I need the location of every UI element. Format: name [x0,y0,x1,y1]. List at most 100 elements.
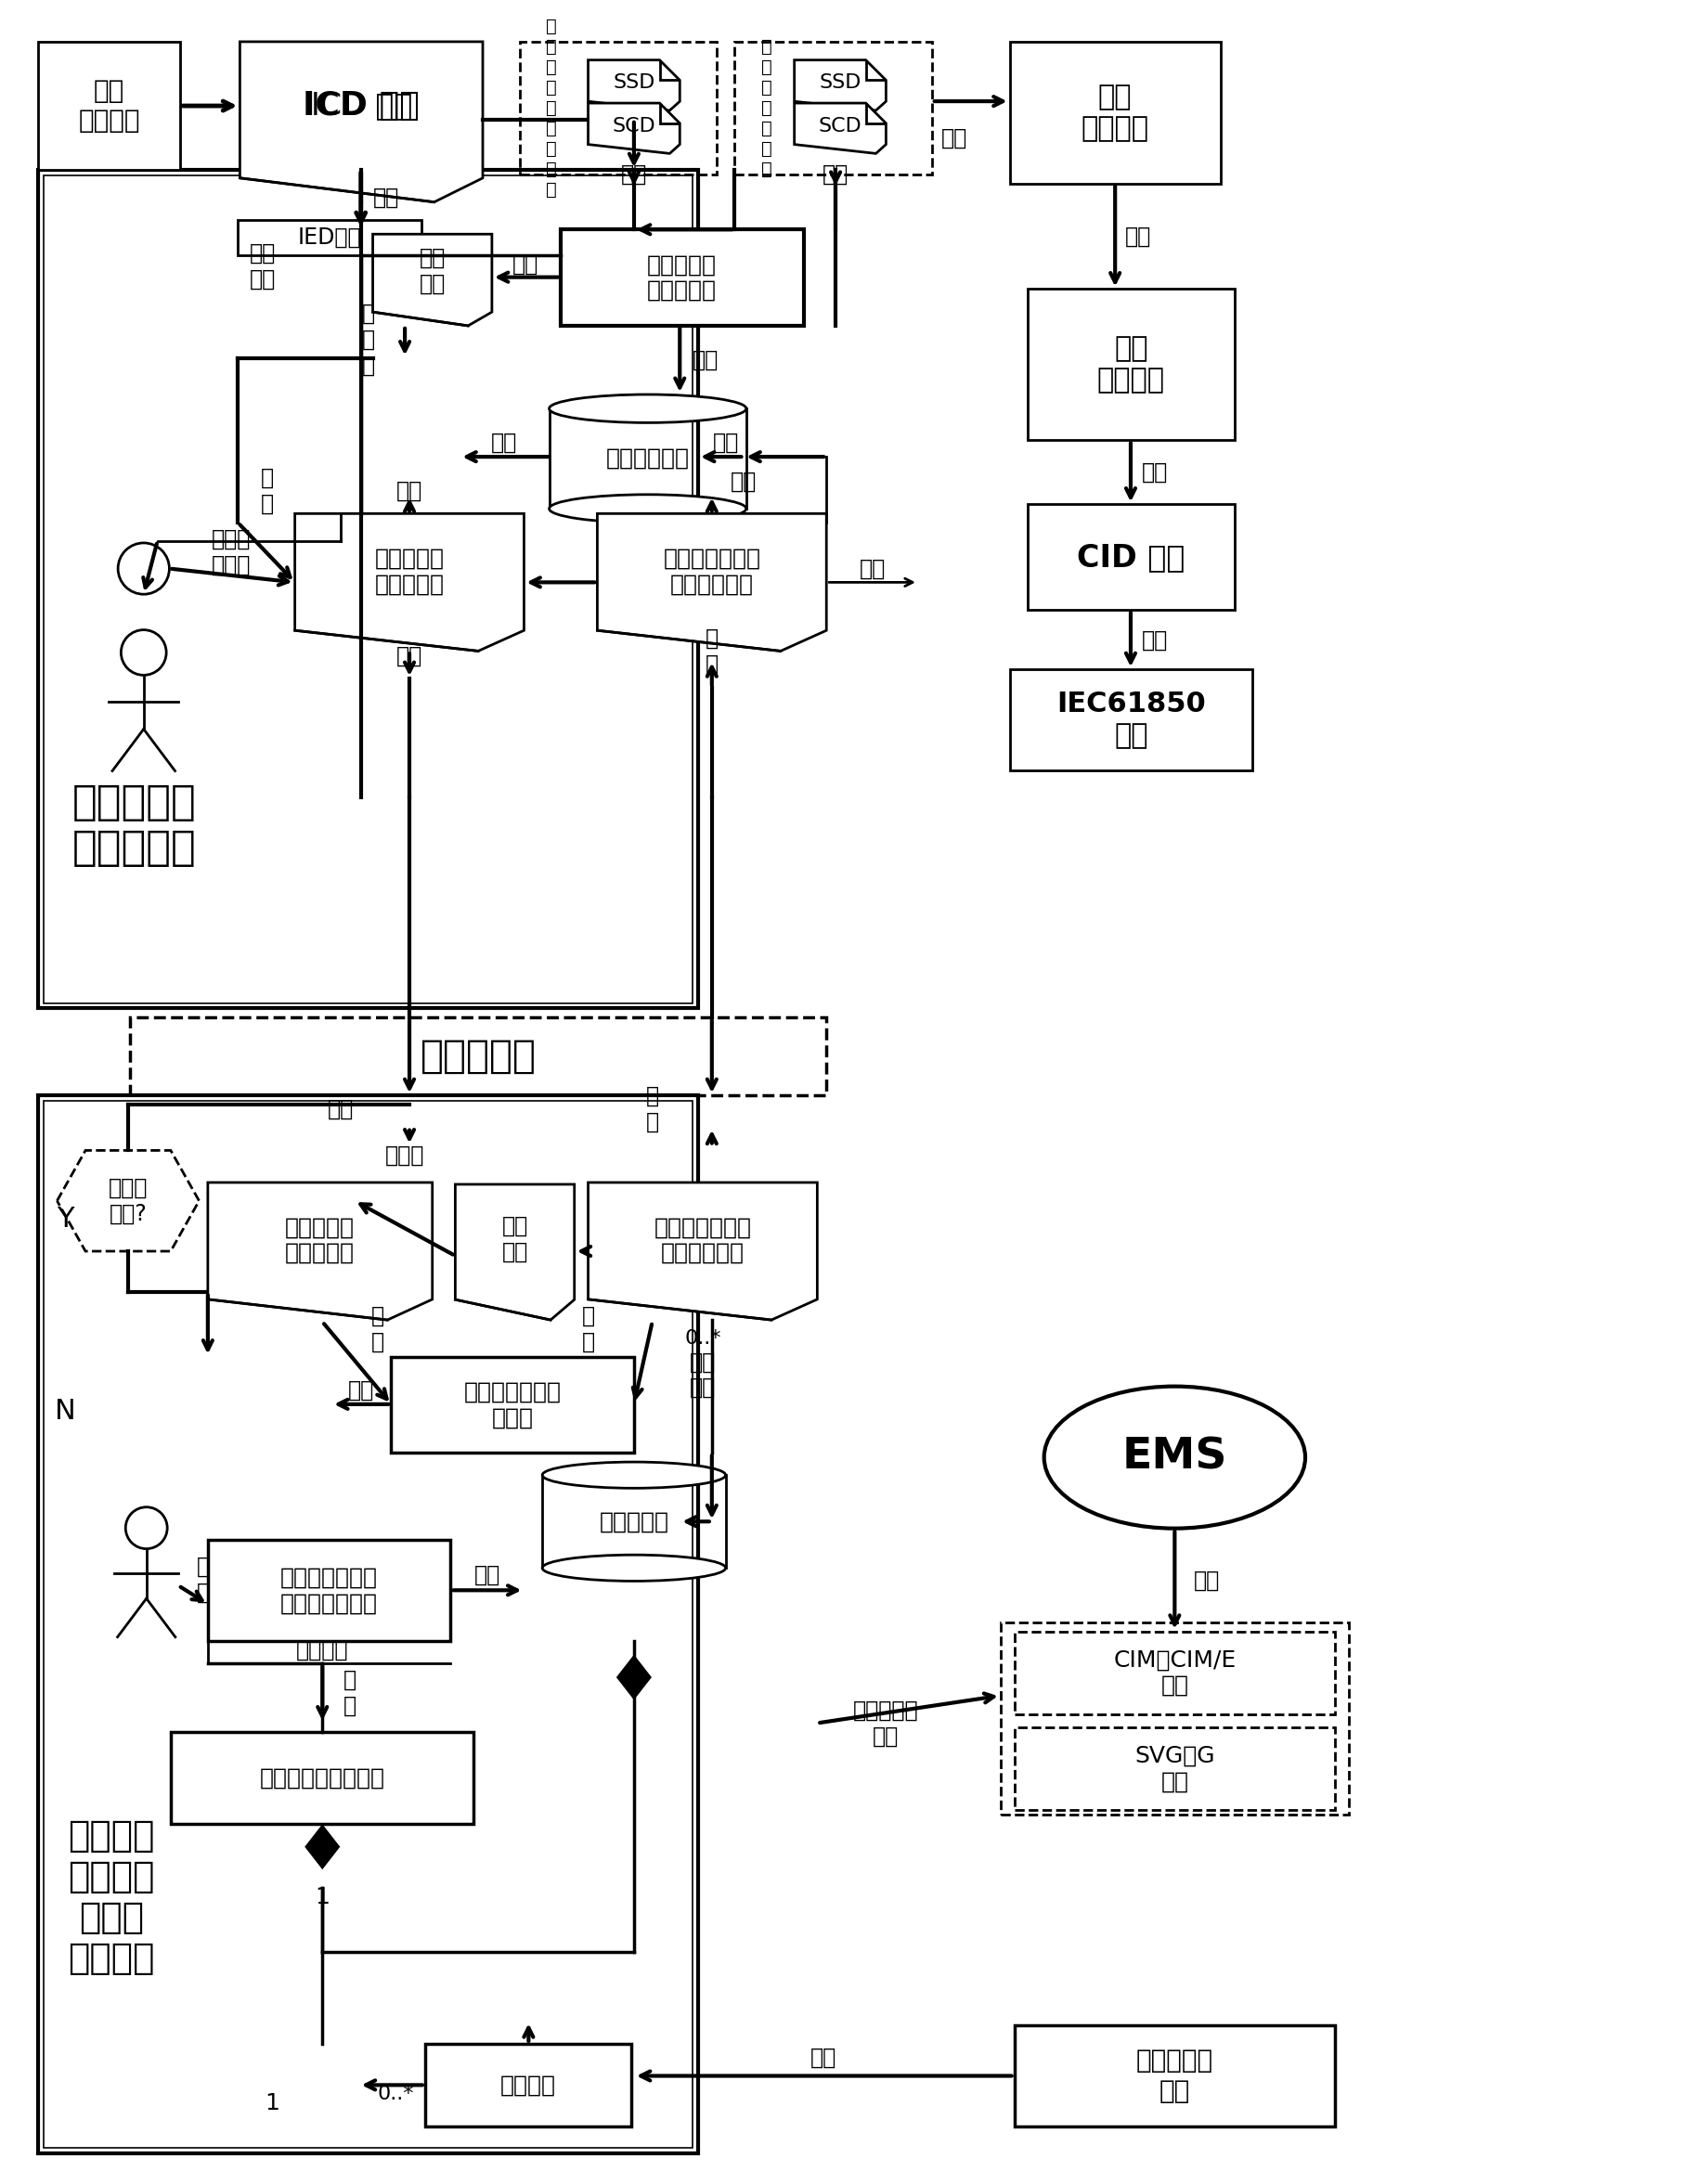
Ellipse shape [542,1461,726,1487]
Text: SCD: SCD [613,116,655,135]
Bar [1010,41,1221,183]
Text: Y: Y [57,1206,74,1232]
Text: SSD: SSD [613,74,655,92]
Text: SVG、G
图形: SVG、G 图形 [1135,1745,1214,1793]
Text: 主站端图模一体
化变电站模型: 主站端图模一体 化变电站模型 [663,548,761,596]
Text: 装置
配置工具: 装置 配置工具 [1098,336,1165,393]
Text: 模型、图形
导出: 模型、图形 导出 [854,1699,919,1747]
Text: 1: 1 [264,2092,280,2114]
Bar [1010,668,1253,771]
Polygon shape [598,513,827,651]
Polygon shape [372,234,492,325]
Text: ICD 文件: ICD 文件 [303,90,419,122]
Text: 调度数据网: 调度数据网 [419,1037,536,1075]
Bar [172,1732,473,1824]
Bar [561,229,803,325]
Text: CIM、CIM/E
模型: CIM、CIM/E 模型 [1113,1649,1236,1697]
Bar [1000,1623,1349,1815]
Polygon shape [207,1182,433,1319]
Text: 发送: 发送 [396,644,423,666]
Bar [1027,288,1234,441]
Text: 读
入: 读 入 [581,1306,594,1354]
Circle shape [118,544,170,594]
Ellipse shape [542,1555,726,1581]
Text: 图模一体化
变电站模型: 图模一体化 变电站模型 [285,1216,354,1265]
Text: 导入: 导入 [1142,629,1167,651]
Text: 读
入: 读 入 [370,1306,384,1354]
Ellipse shape [1044,1387,1305,1529]
Text: 主站图模
一体化电
网模型
管理平台: 主站图模 一体化电 网模型 管理平台 [67,1819,155,1977]
Polygon shape [588,103,680,153]
Text: IED描述: IED描述 [298,227,362,249]
Text: 变电站模型一致
性校验: 变电站模型一致 性校验 [463,1380,561,1428]
Text: 导入: 导入 [712,430,739,454]
Ellipse shape [549,395,746,424]
Ellipse shape [549,494,746,522]
Polygon shape [57,1151,199,1251]
Text: SSD: SSD [818,74,861,92]
Bar [44,1101,692,2149]
Text: 输出: 输出 [1142,461,1167,483]
Bar [391,1356,633,1452]
Text: 外网描述: 外网描述 [500,2075,556,2097]
Text: 导出: 导出 [731,470,758,494]
Bar [1027,505,1234,609]
Bar [1014,2025,1335,2127]
Text: 导出: 导出 [396,480,423,502]
Bar [424,2044,632,2127]
Text: 输出: 输出 [512,253,539,275]
Text: 导出: 导出 [490,430,517,454]
Text: 导入: 导入 [1194,1568,1219,1592]
Polygon shape [455,1184,574,1319]
Text: 全网模型一体化
处理与无缝连接: 全网模型一体化 处理与无缝连接 [281,1566,377,1614]
Text: 读入: 读入 [621,164,647,186]
Text: 导入: 导入 [374,186,399,210]
Bar [237,221,421,256]
Text: 输出: 输出 [349,1380,374,1402]
Bar [1014,1631,1335,1714]
Text: 配
置
变
电
站
文
件: 配 置 变 电 站 文 件 [761,37,773,179]
Text: CID 文件: CID 文件 [1078,542,1186,572]
Text: N: N [56,1398,76,1424]
Bar [1014,1728,1335,1811]
Text: 校验
报告: 校验 报告 [502,1214,529,1262]
Text: 导
出: 导 出 [261,467,274,515]
Text: 外网模型、
图形: 外网模型、 图形 [1137,2049,1212,2103]
Text: 建模有
问题?: 建模有 问题? [108,1177,148,1225]
Text: 主站模型、全网模型: 主站模型、全网模型 [259,1767,386,1789]
Polygon shape [795,103,886,153]
Text: 图模一体化
变电站模型: 图模一体化 变电站模型 [374,548,445,596]
Circle shape [126,1507,167,1548]
Bar [130,1018,827,1096]
Bar [39,41,180,170]
Bar [39,1096,699,2153]
Text: 读
入: 读 入 [344,1669,357,1717]
Text: 主站端图模一体
化变电站模型: 主站端图模一体 化变电站模型 [653,1216,751,1265]
Text: 导入: 导入 [810,2046,837,2068]
Polygon shape [618,1658,650,1697]
Text: 读入: 读入 [941,127,968,149]
Polygon shape [295,513,524,651]
Bar [44,175,692,1002]
Text: 版本管理: 版本管理 [296,1638,349,1662]
Polygon shape [306,1826,338,1867]
Text: 变电站模型库: 变电站模型库 [606,448,689,470]
Text: 读入: 读入 [822,164,849,186]
Text: 临
时
变
电
站
配
置
文
件: 临 时 变 电 站 配 置 文 件 [546,17,557,199]
Polygon shape [239,41,483,203]
Text: 1: 1 [315,1887,330,1909]
Bar [39,170,699,1009]
Text: 接
收: 接 收 [706,627,719,675]
Circle shape [121,629,167,675]
Text: 有问题: 有问题 [386,1144,424,1166]
Text: 装置
配置工具: 装置 配置工具 [79,79,140,133]
Text: 当地
监控后台: 当地 监控后台 [1081,83,1148,142]
Text: 0..*: 0..* [377,2086,414,2103]
Bar [207,1540,451,1640]
Bar [519,41,716,175]
Text: 版本
管理: 版本 管理 [689,1352,716,1400]
Text: 读入: 读入 [1125,225,1152,249]
Polygon shape [588,1182,817,1319]
Polygon shape [795,59,886,111]
Text: 导出: 导出 [859,557,886,579]
